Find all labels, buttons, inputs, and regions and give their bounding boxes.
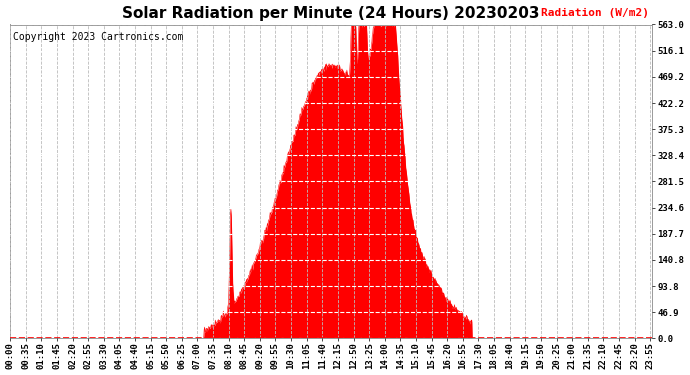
Text: Radiation (W/m2): Radiation (W/m2) [541,8,649,18]
Title: Solar Radiation per Minute (24 Hours) 20230203: Solar Radiation per Minute (24 Hours) 20… [122,6,540,21]
Text: Copyright 2023 Cartronics.com: Copyright 2023 Cartronics.com [13,32,184,42]
